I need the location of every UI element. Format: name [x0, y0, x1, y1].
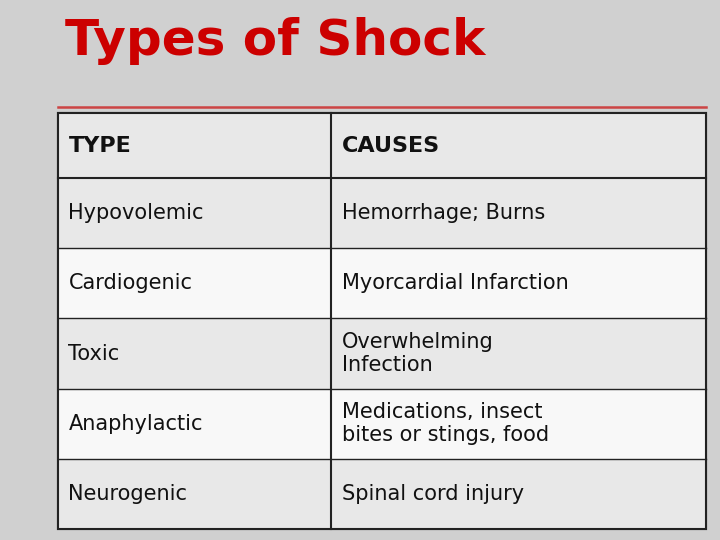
Text: TYPE: TYPE [68, 136, 131, 156]
FancyBboxPatch shape [58, 389, 706, 459]
Text: Hypovolemic: Hypovolemic [68, 203, 204, 223]
Text: Cardiogenic: Cardiogenic [68, 273, 192, 293]
Text: Types of Shock: Types of Shock [65, 17, 485, 65]
Text: Spinal cord injury: Spinal cord injury [342, 484, 524, 504]
Text: Neurogenic: Neurogenic [68, 484, 187, 504]
FancyBboxPatch shape [58, 113, 706, 529]
Text: Hemorrhage; Burns: Hemorrhage; Burns [342, 203, 545, 223]
FancyBboxPatch shape [58, 248, 706, 319]
FancyBboxPatch shape [58, 113, 706, 178]
Text: Myorcardial Infarction: Myorcardial Infarction [342, 273, 569, 293]
FancyBboxPatch shape [58, 459, 706, 529]
Text: Overwhelming
Infection: Overwhelming Infection [342, 332, 494, 375]
Text: Anaphylactic: Anaphylactic [68, 414, 203, 434]
FancyBboxPatch shape [58, 178, 706, 248]
FancyBboxPatch shape [58, 319, 706, 389]
Text: CAUSES: CAUSES [342, 136, 440, 156]
Text: Toxic: Toxic [68, 343, 120, 363]
Text: Medications, insect
bites or stings, food: Medications, insect bites or stings, foo… [342, 402, 549, 446]
